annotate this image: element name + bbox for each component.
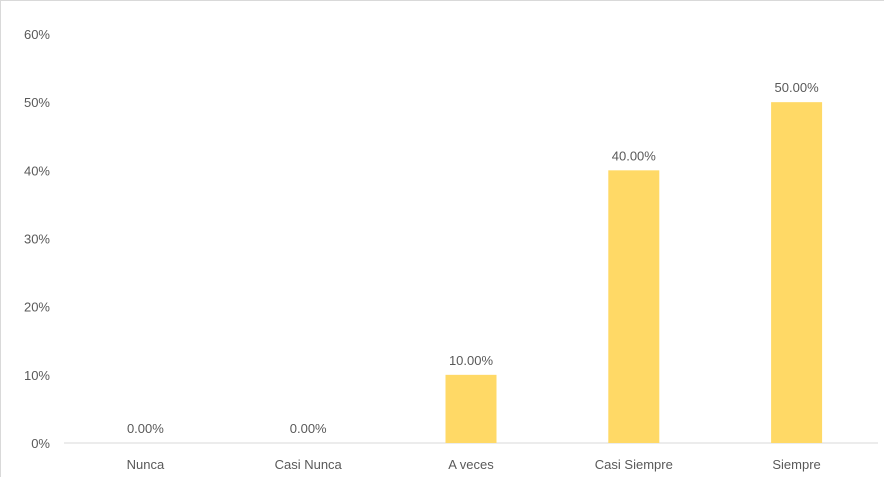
bar-siempre <box>771 102 823 444</box>
data-label: 50.00% <box>775 80 820 95</box>
bars-group <box>445 102 823 444</box>
bar-casi-siempre <box>608 170 660 444</box>
x-tick-label: A veces <box>448 457 494 472</box>
bar-a-veces <box>445 374 497 443</box>
data-label: 10.00% <box>449 353 494 368</box>
y-axis: 0% 10% 20% 30% 40% 50% 60% <box>24 27 50 451</box>
data-labels-group: 0.00% 0.00% 10.00% 40.00% 50.00% <box>127 80 819 436</box>
data-label: 0.00% <box>127 421 164 436</box>
y-tick-label: 10% <box>24 368 50 383</box>
y-tick-label: 0% <box>31 436 50 451</box>
x-tick-label: Casi Nunca <box>275 457 343 472</box>
y-tick-label: 50% <box>24 95 50 110</box>
x-tick-label: Nunca <box>127 457 165 472</box>
y-tick-label: 40% <box>24 163 50 178</box>
y-tick-label: 20% <box>24 300 50 315</box>
y-tick-label: 60% <box>24 27 50 42</box>
x-tick-label: Siempre <box>772 457 820 472</box>
y-tick-label: 30% <box>24 232 50 247</box>
x-tick-label: Casi Siempre <box>595 457 673 472</box>
x-axis: Nunca Casi Nunca A veces Casi Siempre Siempr… <box>127 457 821 472</box>
data-label: 0.00% <box>290 421 327 436</box>
data-label: 40.00% <box>612 148 657 163</box>
